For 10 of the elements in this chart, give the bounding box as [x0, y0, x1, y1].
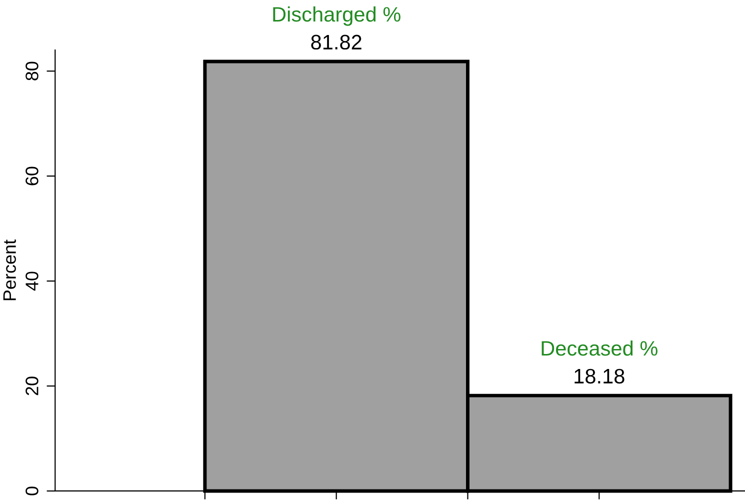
y-axis-title: Percent [3, 240, 16, 300]
data-label: 81.82 [311, 34, 362, 50]
data-label: 18.18 [574, 368, 624, 384]
y-tick-label: 20 [26, 376, 38, 396]
x-tick-label: Discharged % [273, 6, 400, 26]
y-tick-label: 60 [26, 166, 38, 186]
y-tick-label: 0 [26, 486, 38, 496]
y-tick-label: 40 [26, 272, 38, 291]
y-tick-label: 80 [26, 62, 38, 80]
x-tick-label: Deceased % [542, 340, 658, 356]
